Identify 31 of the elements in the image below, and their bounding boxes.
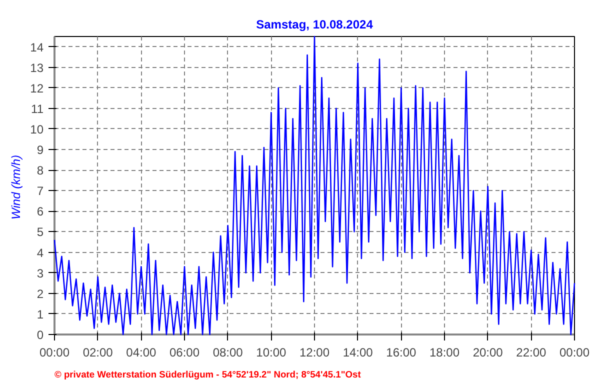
y-tick-label: 8 bbox=[36, 164, 44, 178]
x-tick-label: 10:00 bbox=[256, 346, 287, 360]
y-tick-label: 3 bbox=[36, 266, 44, 280]
y-tick-label: 9 bbox=[36, 143, 44, 158]
x-tick-label: 08:00 bbox=[212, 346, 244, 360]
y-tick-label: 7 bbox=[36, 184, 44, 198]
chart-title: Samstag, 10.08.2024 bbox=[256, 18, 374, 32]
x-tick-label: 14:00 bbox=[342, 346, 374, 360]
y-tick-label: 0 bbox=[36, 328, 44, 342]
y-tick-label: 4 bbox=[36, 246, 44, 260]
y-tick-label: 2 bbox=[36, 286, 44, 301]
x-tick-label: 00:00 bbox=[559, 346, 590, 360]
y-tick-label: 1 bbox=[36, 307, 44, 322]
y-tick-label: 6 bbox=[36, 204, 44, 219]
x-tick-label: 02:00 bbox=[82, 346, 114, 360]
x-tick-label: 06:00 bbox=[169, 346, 200, 360]
text: © private Wetterstation Süderlügum - 54°52'19.2" Nord; 8°54'45.1"Ost bbox=[54, 370, 361, 380]
y-tick-label: 5 bbox=[36, 225, 44, 240]
y-tick-label: 14 bbox=[30, 40, 44, 54]
x-tick-label: 18:00 bbox=[429, 346, 460, 360]
y-tick-label: 11 bbox=[31, 102, 44, 116]
y-tick-label: 12 bbox=[30, 81, 44, 96]
x-tick-label: 16:00 bbox=[386, 346, 417, 360]
y-axis-title: Wind (km/h) bbox=[9, 154, 24, 220]
y-tick-label: 13 bbox=[30, 60, 44, 75]
y-tick-label: 10 bbox=[30, 122, 44, 136]
x-tick-label: 04:00 bbox=[126, 346, 157, 360]
x-tick-label: 12:00 bbox=[299, 346, 330, 360]
x-tick-label: 00:00 bbox=[39, 346, 70, 360]
x-tick-label: 20:00 bbox=[472, 346, 504, 360]
x-tick-label: 22:00 bbox=[516, 346, 547, 360]
